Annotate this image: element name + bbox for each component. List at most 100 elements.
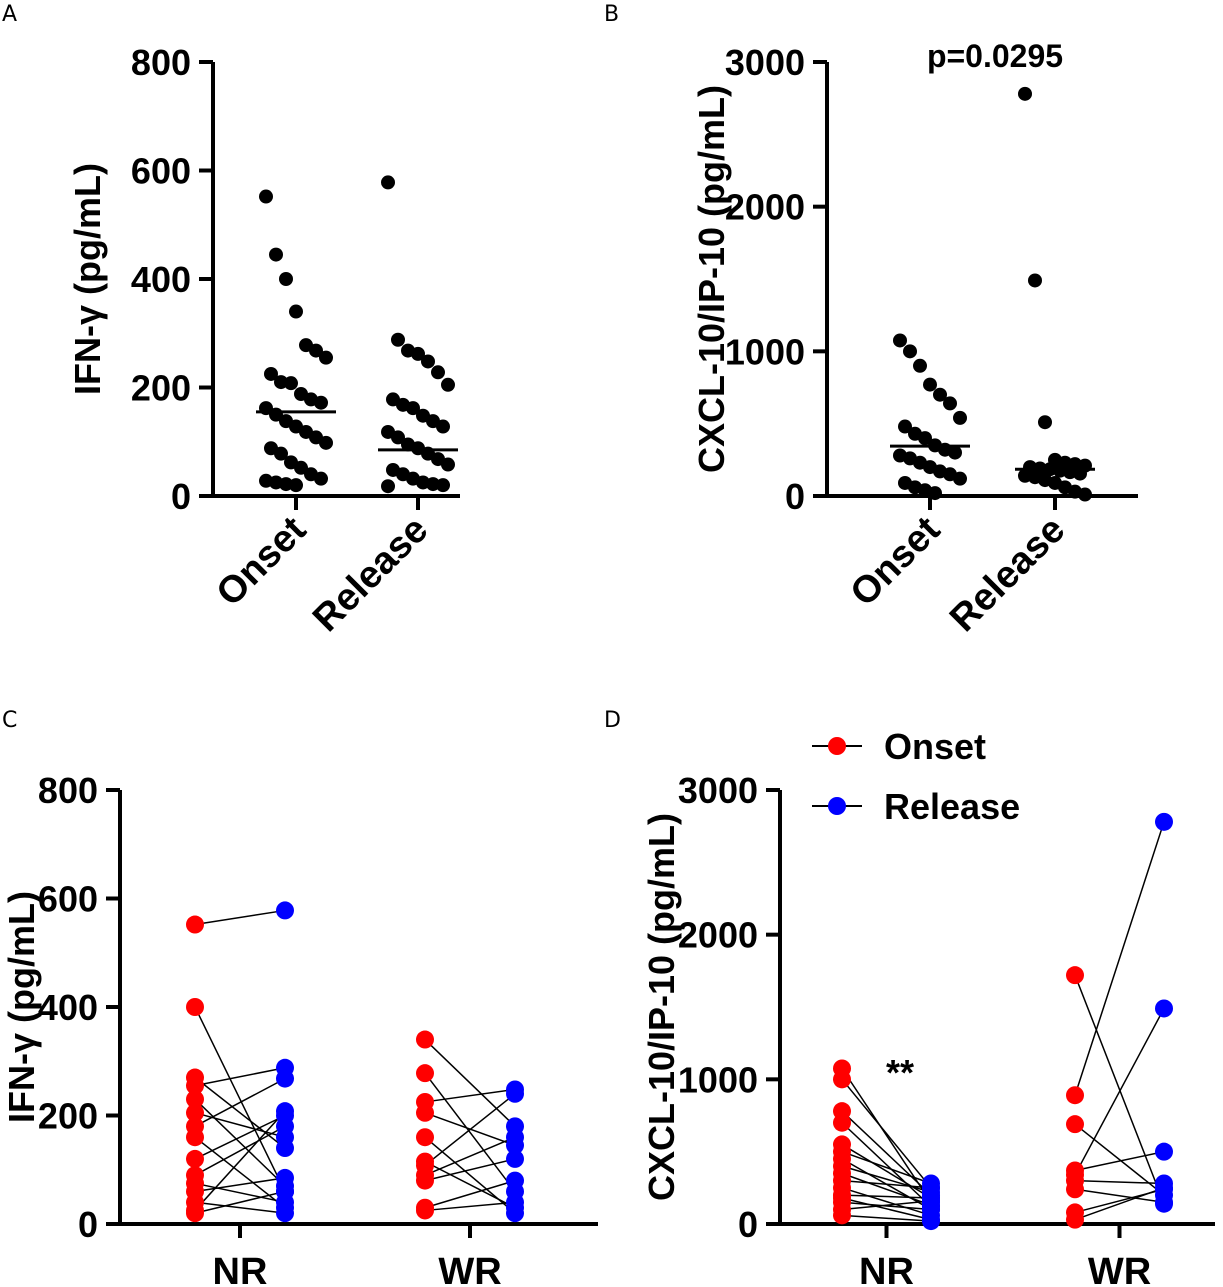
- pair-connector-line: [841, 1110, 932, 1196]
- y-tick-label: 600: [38, 879, 98, 920]
- pair-connector-line: [424, 1201, 516, 1212]
- onset-point: [1066, 1086, 1084, 1105]
- panel-b-letter: B: [604, 2, 620, 27]
- data-point: [948, 445, 962, 460]
- data-point: [913, 358, 927, 373]
- pair-connector-line: [841, 1194, 932, 1199]
- pair-connector-line: [194, 1006, 286, 1192]
- pair-connector-line: [194, 1076, 286, 1149]
- onset-point: [186, 1090, 204, 1109]
- pair-connector-line: [1074, 974, 1165, 1205]
- y-tick-label: 200: [38, 1096, 98, 1137]
- data-point: [264, 366, 278, 381]
- data-point: [294, 460, 308, 475]
- pair-connector-line: [841, 1068, 932, 1203]
- onset-point: [1066, 1210, 1084, 1229]
- data-point: [1028, 273, 1042, 288]
- data-point: [431, 365, 445, 380]
- p-value-annotation: p=0.0295: [927, 38, 1063, 74]
- data-point: [269, 247, 283, 262]
- legend-onset-marker: [828, 737, 846, 755]
- legend-onset-label: Onset: [884, 726, 986, 767]
- onset-point: [1066, 1115, 1084, 1134]
- release-point: [922, 1212, 940, 1231]
- x-tick-label: WR: [438, 1251, 501, 1287]
- pair-connector-line: [194, 1177, 286, 1193]
- pair-connector-line: [194, 1201, 286, 1214]
- x-tick-label: NR: [213, 1251, 268, 1287]
- panel-a-letter: A: [2, 2, 18, 27]
- y-tick-label: 0: [738, 1204, 758, 1245]
- data-point: [259, 401, 273, 416]
- release-point: [276, 1182, 294, 1201]
- data-point: [391, 332, 405, 347]
- data-point: [893, 333, 907, 348]
- data-point: [406, 401, 420, 416]
- significance-annotation: **: [886, 1052, 914, 1093]
- data-point: [411, 346, 425, 361]
- onset-point: [186, 1128, 204, 1147]
- data-point: [421, 354, 435, 369]
- pair-connector-line: [194, 1110, 286, 1211]
- data-point: [259, 189, 273, 204]
- x-tick-label: Release: [942, 509, 1073, 640]
- data-point: [279, 272, 293, 286]
- release-point: [276, 1069, 294, 1088]
- pair-connector-line: [1074, 1179, 1165, 1185]
- pair-connector-line: [841, 1179, 932, 1189]
- onset-point: [416, 1171, 434, 1190]
- pair-connector-line: [841, 1165, 932, 1193]
- pair-connector-line: [841, 1122, 932, 1208]
- pair-connector-line: [841, 1214, 932, 1222]
- x-tick-label: WR: [1088, 1251, 1151, 1287]
- data-point: [943, 396, 957, 411]
- y-tick-label: 600: [131, 151, 191, 192]
- pair-connector-line: [424, 1072, 516, 1192]
- panel-d-letter: D: [604, 708, 621, 733]
- pair-connector-line: [841, 1200, 932, 1211]
- y-tick-label: 3000: [678, 770, 758, 811]
- y-tick-label: 200: [131, 368, 191, 409]
- data-point: [898, 419, 912, 434]
- release-point: [276, 901, 294, 920]
- y-axis-label: CXCL-10/IP-10 (pg/mL): [691, 85, 732, 473]
- y-axis-label: IFN-γ (pg/mL): [67, 163, 108, 395]
- release-point: [276, 1204, 294, 1223]
- data-point: [918, 431, 932, 446]
- onset-point: [1066, 966, 1084, 985]
- release-point: [1155, 1178, 1173, 1197]
- data-point: [441, 377, 455, 392]
- release-point: [276, 1102, 294, 1121]
- pair-connector-line: [841, 1078, 932, 1189]
- pair-connector-line: [194, 909, 286, 926]
- pair-connector-line: [424, 1088, 516, 1103]
- onset-point: [1066, 1180, 1084, 1199]
- data-point: [319, 435, 333, 450]
- pair-connector-line: [841, 1150, 932, 1185]
- pair-connector-line: [424, 1158, 516, 1182]
- onset-point: [186, 1103, 204, 1122]
- onset-point: [186, 1204, 204, 1223]
- data-point: [928, 486, 942, 501]
- data-point: [289, 478, 303, 493]
- data-point: [923, 377, 937, 392]
- onset-point: [186, 998, 204, 1016]
- onset-point: [416, 1030, 434, 1049]
- y-tick-label: 3000: [725, 42, 805, 83]
- onset-point: [186, 1076, 204, 1095]
- pair-connector-line: [194, 1190, 286, 1214]
- release-point: [506, 1128, 524, 1147]
- data-point: [309, 343, 323, 358]
- y-tick-label: 1000: [725, 331, 805, 372]
- legend-release-marker: [828, 797, 846, 815]
- pair-connector-line: [194, 1077, 286, 1128]
- onset-point: [186, 915, 204, 934]
- onset-point: [416, 1103, 434, 1122]
- y-tick-label: 0: [78, 1204, 98, 1245]
- pair-connector-line: [1074, 1188, 1165, 1204]
- y-tick-label: 2000: [678, 915, 758, 956]
- data-point: [1018, 86, 1032, 101]
- data-point: [953, 410, 967, 425]
- onset-point: [833, 1113, 851, 1132]
- pair-connector-line: [194, 1125, 286, 1176]
